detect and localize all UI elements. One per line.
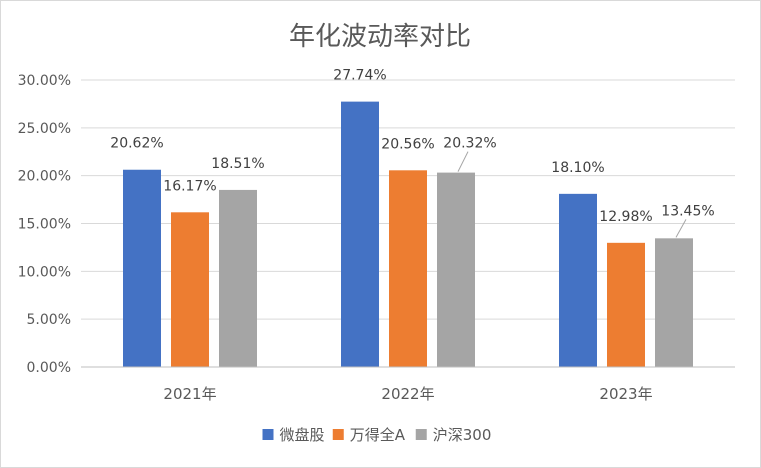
data-label: 18.51% [211, 156, 264, 172]
bar [655, 238, 693, 367]
legend-swatch [332, 429, 344, 440]
chart-title: 年化波动率对比 [289, 22, 471, 52]
bar [437, 172, 475, 367]
legend: 微盘股 万得全A 沪深300 [262, 426, 492, 444]
bar [607, 242, 645, 367]
x-tick-label: 2022年 [381, 385, 434, 403]
x-tick-label: 2021年 [163, 385, 216, 403]
data-label: 20.32% [443, 136, 496, 152]
data-label: 18.10% [551, 160, 604, 176]
bar [341, 101, 379, 367]
data-label: 12.98% [599, 209, 652, 225]
data-label: 16.17% [163, 178, 216, 194]
axis-layer: 0.00% 5.00% 10.00% 15.00% 20.00% 25.00% 30.00%… [18, 73, 735, 403]
y-tick-label: 25.00% [18, 121, 71, 137]
bar [171, 212, 209, 367]
y-tick-label: 10.00% [18, 264, 71, 280]
bar [559, 193, 597, 367]
y-tick-label: 0.00% [27, 360, 71, 376]
data-label: 27.74% [333, 68, 386, 84]
y-tick-label: 30.00% [18, 73, 71, 89]
y-tick-label: 5.00% [27, 312, 71, 328]
legend-label: 万得全A [350, 426, 406, 444]
bar [389, 170, 427, 367]
legend-swatch [415, 429, 427, 440]
leader-line [675, 219, 687, 238]
x-tick-label: 2023年 [599, 385, 652, 403]
legend-swatch [262, 429, 274, 440]
leader-line [457, 151, 469, 172]
legend-label: 沪深300 [433, 426, 492, 444]
y-tick-label: 15.00% [18, 217, 71, 233]
bar [123, 169, 161, 367]
label-layer: 20.62% 27.74% 18.10% 16.17% 20.56% 12.98% 18.5… [110, 68, 715, 238]
data-label: 13.45% [661, 203, 714, 219]
legend-label: 微盘股 [280, 426, 325, 444]
y-tick-label: 20.00% [18, 169, 71, 185]
bar [219, 189, 257, 367]
data-label: 20.62% [110, 136, 163, 152]
data-label: 20.56% [381, 136, 434, 152]
bar-layer [123, 101, 693, 367]
